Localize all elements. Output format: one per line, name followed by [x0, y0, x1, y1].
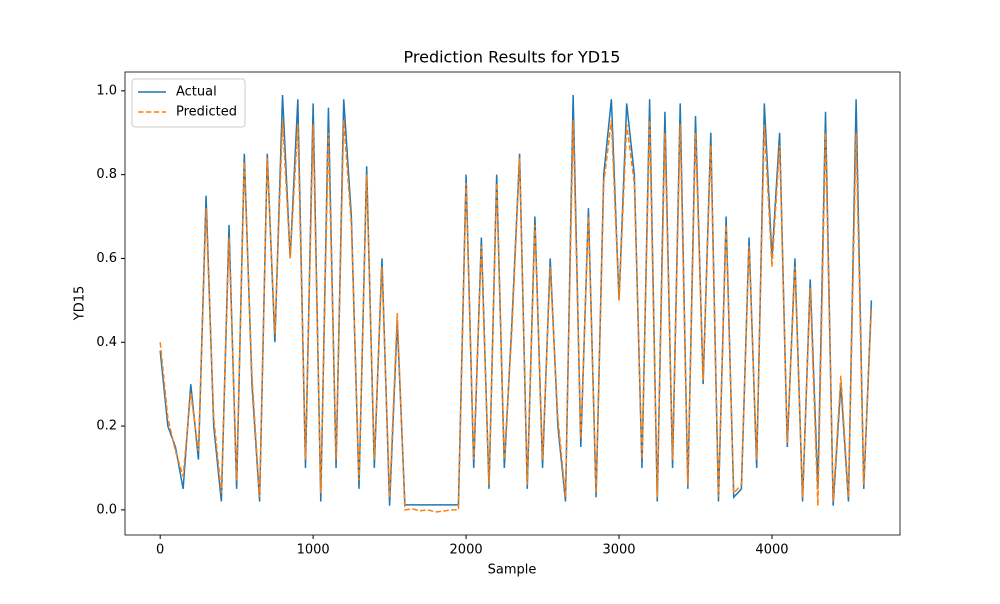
- legend-label: Predicted: [176, 105, 237, 120]
- x-tick-label: 2000: [450, 543, 483, 558]
- x-tick-label: 1000: [297, 543, 330, 558]
- legend-label: Actual: [176, 85, 217, 100]
- chart-title: Prediction Results for YD15: [404, 48, 621, 67]
- y-axis-label: YD15: [73, 286, 88, 322]
- y-tick-label: 1.0: [96, 83, 117, 98]
- legend-box: [131, 78, 246, 128]
- y-tick-label: 0.8: [96, 167, 117, 182]
- y-tick-label: 0.2: [96, 419, 117, 434]
- x-axis-label: Sample: [488, 563, 537, 578]
- series-line: [159, 120, 873, 513]
- y-tick-label: 0.6: [96, 251, 117, 266]
- x-tick-label: 0: [156, 543, 164, 558]
- y-tick-label: 0.4: [96, 335, 117, 350]
- y-tick-label: 0.0: [96, 502, 117, 517]
- x-tick-label: 3000: [602, 543, 635, 558]
- x-tick-label: 4000: [755, 543, 788, 558]
- plot-frame: [124, 71, 901, 536]
